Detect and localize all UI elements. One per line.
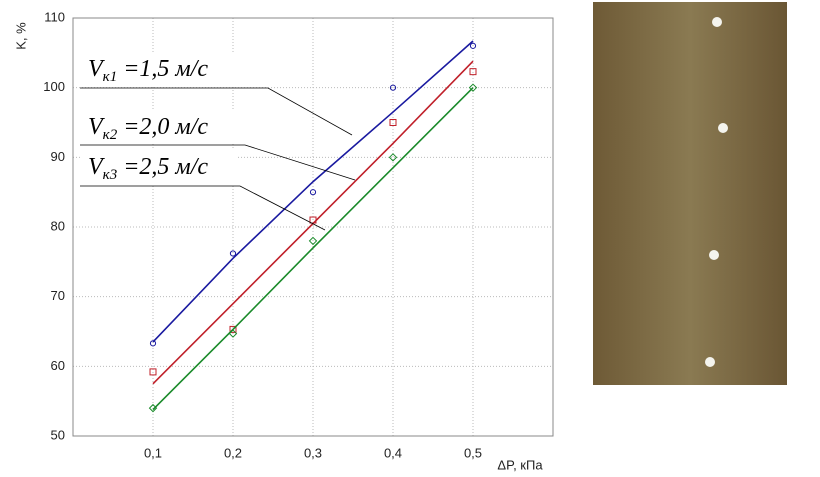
fit-line bbox=[152, 87, 474, 411]
point bbox=[308, 236, 318, 246]
plot-frame bbox=[72, 17, 554, 437]
point bbox=[309, 216, 317, 224]
photo-dot bbox=[705, 357, 715, 367]
point bbox=[388, 153, 398, 162]
x-tick-label: 0,1 bbox=[144, 445, 162, 460]
point bbox=[229, 325, 237, 333]
point bbox=[469, 42, 477, 49]
x-tick-label: 0,4 bbox=[384, 445, 402, 460]
photo-dot bbox=[718, 123, 728, 133]
point bbox=[148, 403, 158, 413]
annotation-v: V bbox=[88, 56, 105, 82]
x-tick-label: 0,2 bbox=[224, 445, 242, 460]
point bbox=[389, 84, 397, 91]
annotation-sub: к3 bbox=[103, 167, 118, 183]
annotation-bg bbox=[80, 150, 238, 184]
annotation-value: =2,0 м/с bbox=[123, 114, 208, 140]
photo-dot bbox=[709, 250, 719, 260]
y-tick-label: 110 bbox=[44, 9, 65, 24]
y-tick-label: 50 bbox=[51, 427, 65, 442]
annotation-value: =2,5 м/с bbox=[123, 154, 208, 180]
annotation-sub: к1 bbox=[103, 69, 118, 85]
annotation-v: V bbox=[88, 154, 105, 180]
point bbox=[389, 119, 397, 126]
y-axis-label: K, % bbox=[13, 22, 28, 50]
point bbox=[309, 189, 317, 196]
photo-dot bbox=[712, 17, 722, 27]
y-tick-label: 90 bbox=[51, 149, 65, 164]
leader-line bbox=[80, 87, 353, 136]
point bbox=[469, 68, 477, 76]
point bbox=[149, 340, 157, 347]
y-tick-label: 100 bbox=[43, 79, 65, 94]
point bbox=[228, 329, 238, 338]
x-tick-label: 0,5 bbox=[464, 445, 482, 460]
annotation: Vк3 =2,5 м/с bbox=[88, 154, 208, 184]
annotation-value: =1,5 м/с bbox=[123, 56, 208, 82]
annotation-bg bbox=[80, 52, 266, 86]
annotation: Vк2 =2,0 м/с bbox=[88, 114, 208, 144]
x-tick-label: 0,3 bbox=[304, 445, 322, 460]
fit-line bbox=[152, 60, 474, 385]
annotation-bg bbox=[80, 110, 243, 144]
annotation-v: V bbox=[88, 114, 105, 140]
point bbox=[229, 250, 237, 257]
point bbox=[468, 83, 478, 92]
y-tick-label: 70 bbox=[51, 288, 65, 303]
point bbox=[149, 368, 157, 376]
leader-line bbox=[80, 144, 356, 181]
y-tick-label: 80 bbox=[51, 218, 65, 233]
y-tick-label: 60 bbox=[51, 358, 65, 373]
leader-line bbox=[80, 185, 326, 231]
annotation-sub: к2 bbox=[103, 127, 118, 143]
x-axis-label: ΔP, кПа bbox=[497, 457, 543, 472]
fit-line bbox=[152, 40, 474, 343]
annotation: Vк1 =1,5 м/с bbox=[88, 56, 208, 86]
photo bbox=[593, 2, 787, 385]
